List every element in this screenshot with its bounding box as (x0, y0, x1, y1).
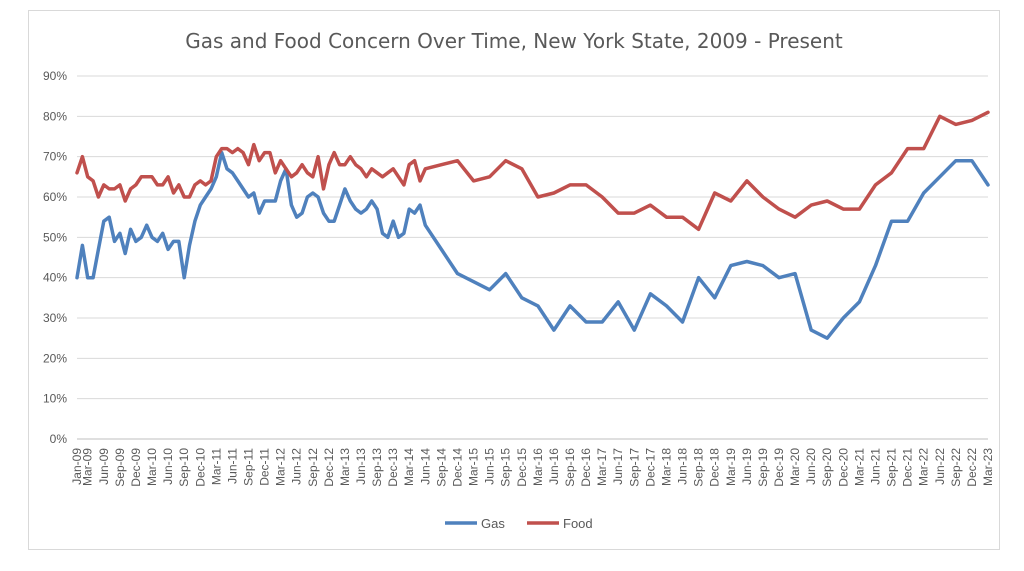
y-tick-label: 40% (43, 271, 67, 285)
y-tick-label: 20% (43, 351, 67, 365)
x-tick-label: Mar-21 (852, 448, 866, 486)
legend-item-gas: Gas (445, 516, 505, 531)
x-tick-label: Dec-21 (901, 448, 915, 487)
y-tick-label: 30% (43, 311, 67, 325)
x-tick-label: Jun-12 (290, 448, 304, 485)
x-tick-label: Sep-17 (627, 448, 641, 487)
x-tick-label: Sep-10 (177, 448, 191, 487)
x-tick-label: Mar-13 (338, 448, 352, 486)
x-tick-label: Sep-22 (949, 448, 963, 487)
x-tick-label: Dec-17 (643, 448, 657, 487)
x-tick-label: Sep-11 (241, 448, 255, 486)
x-tick-label: Sep-12 (306, 448, 320, 487)
x-tick-label: Mar-12 (274, 448, 288, 486)
y-tick-label: 50% (43, 230, 67, 244)
series-line-food (75, 110, 990, 232)
y-tick-label: 60% (43, 190, 67, 204)
x-tick-label: Dec-22 (965, 448, 979, 487)
x-tick-label: Dec-13 (386, 448, 400, 487)
legend-label: Food (563, 516, 593, 531)
x-tick-label: Jun-20 (804, 448, 818, 485)
y-tick-label: 90% (43, 69, 67, 83)
x-tick-label: Dec-15 (515, 448, 529, 487)
x-tick-label: Jan-09 (70, 448, 84, 485)
chart-frame (28, 10, 1000, 550)
series-lines (75, 110, 990, 340)
x-tick-label: Jun-21 (868, 448, 882, 485)
x-tick-label: Mar-15 (467, 448, 481, 486)
x-tick-label: Mar-16 (531, 448, 545, 486)
x-tick-label: Sep-16 (563, 448, 577, 487)
x-tick-label: Dec-14 (450, 448, 464, 487)
legend-label: Gas (481, 516, 505, 531)
chart-title: Gas and Food Concern Over Time, New York… (185, 29, 843, 53)
x-tick-label: Dec-18 (708, 448, 722, 487)
x-tick-label: Jun-15 (483, 448, 497, 485)
x-tick-label: Jun-09 (97, 448, 111, 485)
x-tick-label: Dec-19 (772, 448, 786, 487)
x-tick-label: Sep-19 (756, 448, 770, 487)
x-tick-label: Dec-20 (836, 448, 850, 487)
x-tick-label: Jun-13 (354, 448, 368, 485)
x-tick-label: Sep-20 (820, 448, 834, 487)
x-tick-label: Mar-22 (917, 448, 931, 486)
x-tick-label: Jun-22 (933, 448, 947, 485)
x-tick-label: Mar-09 (81, 448, 95, 486)
x-tick-label: Sep-15 (499, 448, 513, 487)
legend: Gas Food (445, 516, 593, 531)
x-tick-label: Dec-10 (193, 448, 207, 487)
legend-item-food: Food (527, 516, 593, 531)
y-tick-label: 70% (43, 150, 67, 164)
y-tick-label: 10% (43, 392, 67, 406)
x-tick-label: Mar-19 (724, 448, 738, 486)
x-tick-label: Mar-11 (209, 448, 223, 485)
x-tick-label: Jun-16 (547, 448, 561, 485)
x-tick-label: Jun-18 (676, 448, 690, 485)
x-tick-label: Mar-23 (981, 448, 995, 486)
x-tick-label: Dec-12 (322, 448, 336, 487)
x-tick-label: Jun-19 (740, 448, 754, 485)
x-tick-label: Mar-17 (595, 448, 609, 486)
x-tick-label: Sep-21 (885, 448, 899, 487)
x-tick-label: Sep-18 (692, 448, 706, 487)
x-tick-label: Jun-17 (611, 448, 625, 485)
x-tick-label: Mar-10 (145, 448, 159, 486)
gridlines (77, 75, 988, 440)
x-tick-label: Jun-11 (225, 448, 239, 484)
x-tick-label: Mar-18 (659, 448, 673, 486)
x-tick-label: Sep-13 (370, 448, 384, 487)
x-tick-label: Dec-16 (579, 448, 593, 487)
x-tick-label: Dec-09 (129, 448, 143, 487)
x-tick-label: Sep-14 (434, 448, 448, 487)
x-tick-label: Jun-10 (161, 448, 175, 485)
x-tick-label: Mar-20 (788, 448, 802, 486)
x-tick-label: Jun-14 (418, 448, 432, 485)
y-tick-label: 0% (50, 432, 68, 446)
x-tick-label: Mar-14 (402, 448, 416, 486)
x-tick-label: Sep-09 (113, 448, 127, 487)
y-axis-ticks: 0% 10% 20% 30% 40% 50% 60% 70% 80% 90% (43, 69, 67, 446)
y-tick-label: 80% (43, 109, 67, 123)
series-line-gas (75, 150, 990, 340)
x-tick-label: Dec-11 (258, 448, 272, 486)
